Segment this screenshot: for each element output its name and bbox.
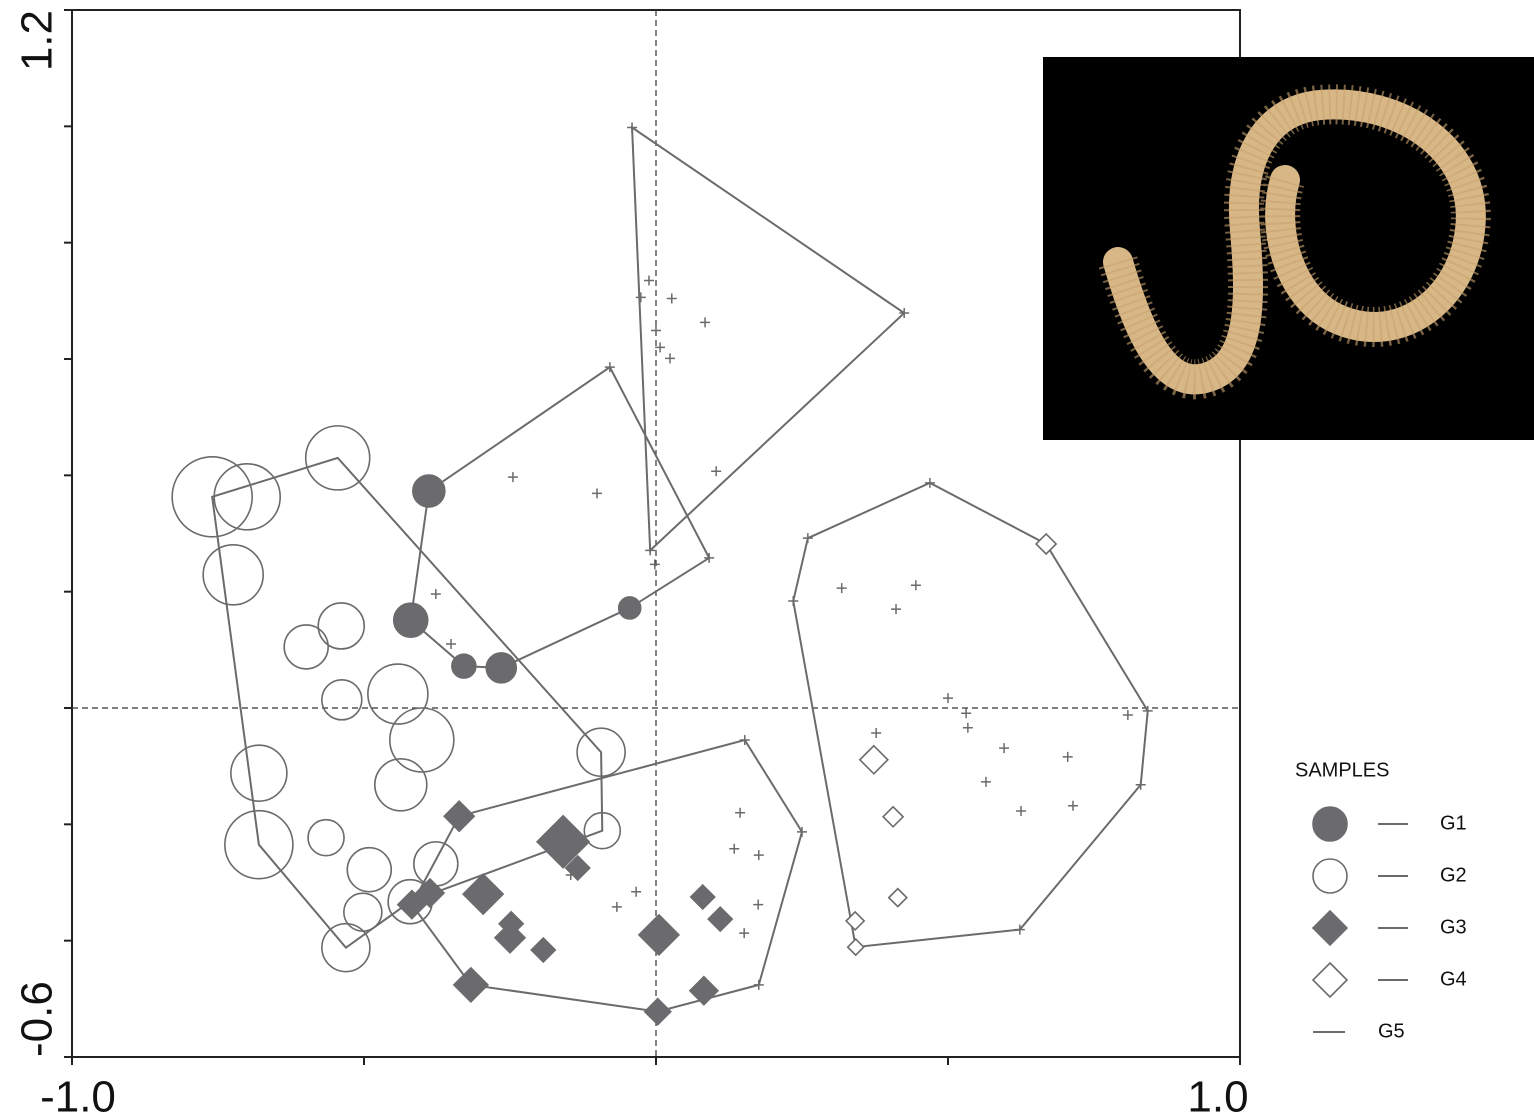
point bbox=[704, 553, 714, 563]
point bbox=[740, 735, 750, 745]
legend-item: G5 bbox=[1313, 1020, 1405, 1042]
point bbox=[394, 603, 428, 637]
point bbox=[1123, 710, 1133, 720]
x-tick-label: -1.0 bbox=[40, 1073, 116, 1120]
legend-item: G2 bbox=[1313, 859, 1467, 893]
point bbox=[414, 842, 458, 886]
point bbox=[925, 478, 935, 488]
point bbox=[871, 728, 881, 738]
point bbox=[961, 708, 971, 718]
legend-marker bbox=[1313, 807, 1347, 841]
point bbox=[943, 693, 953, 703]
point bbox=[508, 472, 518, 482]
point bbox=[631, 887, 641, 897]
point bbox=[753, 900, 763, 910]
point bbox=[691, 885, 715, 909]
point bbox=[665, 353, 675, 363]
point bbox=[981, 777, 991, 787]
inset-photo bbox=[1043, 57, 1534, 440]
point bbox=[651, 325, 661, 335]
legend-item: G4 bbox=[1313, 963, 1467, 997]
point bbox=[284, 625, 328, 669]
legend-label: G5 bbox=[1378, 1020, 1405, 1042]
y-tick-label: -0.6 bbox=[13, 981, 62, 1057]
point bbox=[368, 664, 428, 724]
legend-label: G1 bbox=[1440, 812, 1467, 834]
point bbox=[375, 759, 427, 811]
point bbox=[592, 488, 602, 498]
point bbox=[318, 603, 364, 649]
point bbox=[444, 801, 474, 831]
point bbox=[667, 294, 677, 304]
point bbox=[619, 597, 641, 619]
point bbox=[788, 596, 798, 606]
point bbox=[531, 938, 555, 962]
point bbox=[1016, 806, 1026, 816]
point bbox=[911, 580, 921, 590]
point bbox=[729, 844, 739, 854]
point bbox=[390, 708, 454, 772]
point bbox=[797, 827, 807, 837]
point bbox=[711, 466, 721, 476]
point bbox=[883, 807, 903, 827]
point bbox=[860, 746, 888, 774]
y-tick-label: 1.2 bbox=[13, 10, 62, 71]
point bbox=[1068, 801, 1078, 811]
point bbox=[308, 820, 344, 856]
point bbox=[963, 723, 973, 733]
point bbox=[431, 589, 441, 599]
legend-item: G1 bbox=[1313, 807, 1467, 841]
point bbox=[837, 583, 847, 593]
legend-label: G4 bbox=[1440, 968, 1467, 990]
point bbox=[754, 850, 764, 860]
hull bbox=[411, 367, 709, 668]
point bbox=[344, 893, 382, 931]
hull bbox=[793, 483, 1147, 947]
point bbox=[322, 680, 362, 720]
legend-label: G2 bbox=[1440, 864, 1467, 886]
point bbox=[1063, 752, 1073, 762]
point bbox=[690, 977, 718, 1005]
point bbox=[735, 808, 745, 818]
point bbox=[754, 980, 764, 990]
point bbox=[644, 275, 654, 285]
point bbox=[452, 654, 476, 678]
legend-title: SAMPLES bbox=[1295, 759, 1389, 781]
point bbox=[889, 889, 907, 907]
point bbox=[231, 745, 287, 801]
point bbox=[454, 968, 488, 1002]
point bbox=[891, 604, 901, 614]
legend-marker bbox=[1313, 963, 1347, 997]
point bbox=[612, 902, 622, 912]
chart: SAMPLES -1.0 1.0 -0.6 1.2 G1 G2 G3 G4 G5 bbox=[0, 0, 1534, 1120]
point bbox=[446, 639, 456, 649]
point bbox=[846, 912, 864, 930]
point bbox=[739, 928, 749, 938]
point bbox=[1036, 534, 1056, 554]
point bbox=[803, 533, 813, 543]
point bbox=[999, 743, 1009, 753]
point bbox=[347, 848, 391, 892]
point bbox=[203, 545, 263, 605]
point bbox=[413, 475, 445, 507]
point bbox=[645, 999, 671, 1025]
point bbox=[650, 559, 660, 569]
point bbox=[214, 464, 280, 530]
legend-label: G3 bbox=[1440, 916, 1467, 938]
point bbox=[636, 292, 646, 302]
point bbox=[639, 915, 679, 955]
legend-marker bbox=[1313, 911, 1347, 945]
point bbox=[848, 939, 864, 955]
point bbox=[700, 317, 710, 327]
x-tick-label: 1.0 bbox=[1187, 1073, 1248, 1120]
legend-item: G3 bbox=[1313, 911, 1467, 945]
hull bbox=[212, 458, 602, 948]
point bbox=[708, 907, 732, 931]
legend-marker bbox=[1313, 859, 1347, 893]
point bbox=[486, 653, 516, 683]
